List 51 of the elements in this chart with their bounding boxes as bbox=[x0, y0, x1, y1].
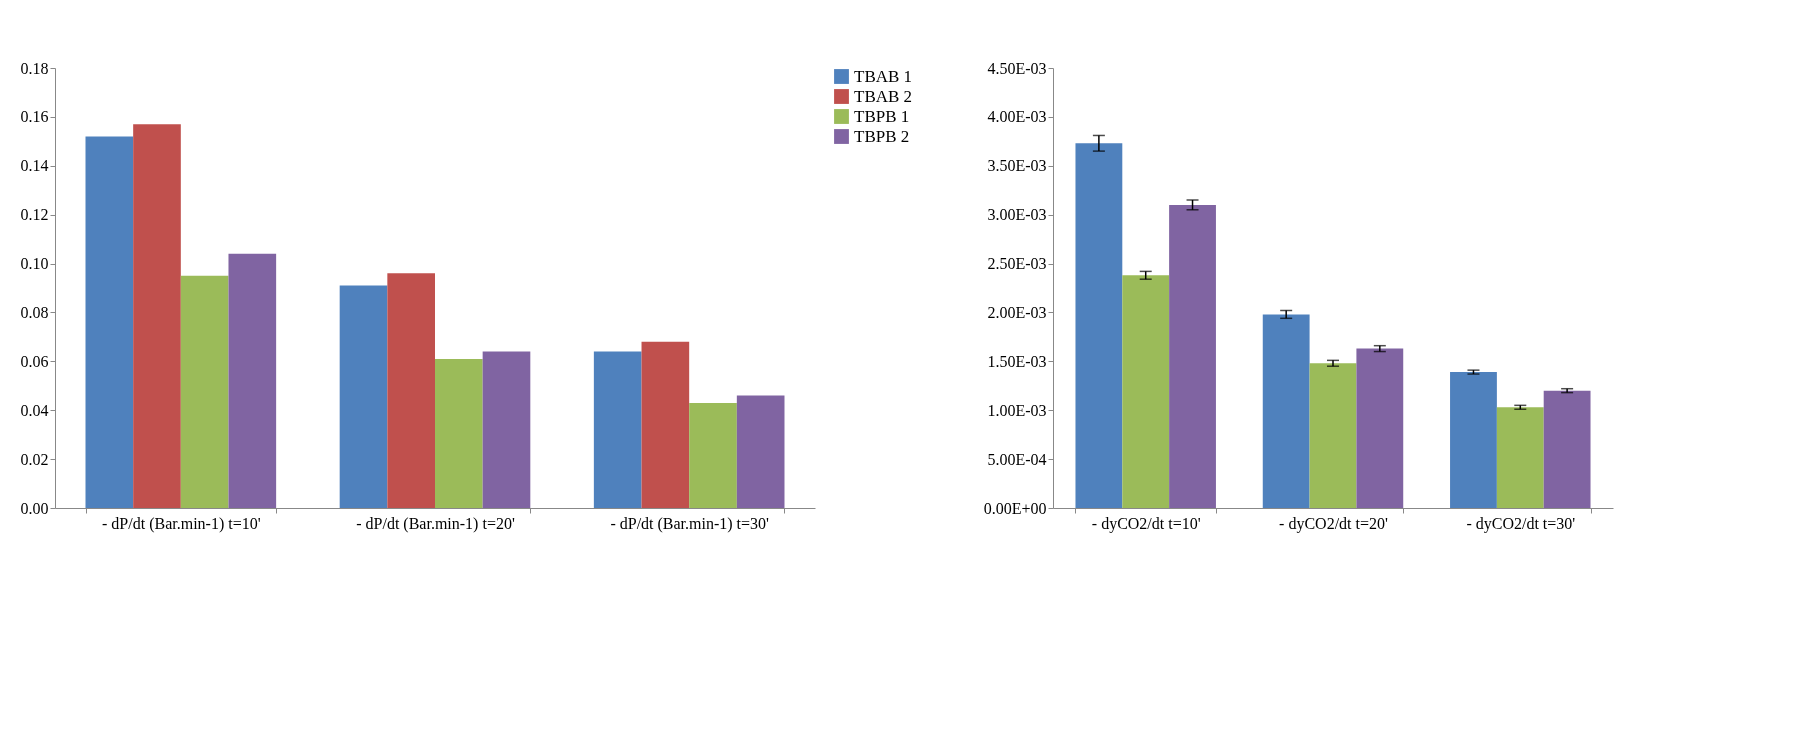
y-tick-label: 1.50E-03 bbox=[987, 352, 1047, 370]
bar bbox=[1075, 143, 1123, 508]
y-tick-label: 4.00E-03 bbox=[987, 108, 1047, 126]
y-tick-label: 5.00E-04 bbox=[987, 450, 1047, 468]
y-tick-label: 4.50E-03 bbox=[987, 59, 1047, 77]
y-tick-label: 2.00E-03 bbox=[987, 303, 1047, 321]
x-tick-label: - dyCO2/dt t=10' bbox=[1091, 514, 1201, 533]
bar bbox=[1496, 407, 1544, 508]
bar bbox=[1450, 372, 1497, 508]
x-tick-label: - dyCO2/dt t=20' bbox=[1279, 514, 1389, 533]
x-tick-label: - dyCO2/dt t=30' bbox=[1466, 514, 1576, 533]
bar bbox=[1169, 204, 1216, 508]
y-tick-label: 0.04 bbox=[20, 401, 49, 419]
y-tick-label: 0.08 bbox=[20, 303, 49, 321]
bar bbox=[387, 273, 435, 508]
y-tick-label: 0.12 bbox=[20, 206, 49, 224]
bar bbox=[339, 285, 388, 508]
bar bbox=[180, 275, 229, 508]
x-tick-label: - dP/dt (Bar.min-1) t=30' bbox=[610, 514, 770, 533]
legend-label: TBPB 2 bbox=[854, 126, 910, 146]
bar bbox=[435, 358, 483, 508]
y-tick-label: 0.00E+00 bbox=[983, 499, 1047, 517]
legend-label: TBPB 1 bbox=[854, 106, 910, 126]
bar bbox=[85, 136, 134, 508]
legend-label: TBAB 2 bbox=[854, 86, 913, 106]
y-tick-label: 0.10 bbox=[20, 255, 49, 273]
y-tick-label: 0.02 bbox=[20, 450, 49, 468]
bar bbox=[593, 351, 642, 508]
bar bbox=[1543, 390, 1591, 508]
bar bbox=[133, 124, 181, 508]
y-tick-label: 0.18 bbox=[20, 59, 49, 77]
x-tick-label: - dP/dt (Bar.min-1) t=20' bbox=[356, 514, 515, 533]
y-tick-label: 0.00 bbox=[20, 499, 49, 517]
y-tick-label: 0.14 bbox=[20, 157, 49, 175]
bar bbox=[1356, 348, 1404, 508]
y-tick-label: 3.50E-03 bbox=[987, 157, 1047, 175]
bar bbox=[1262, 314, 1310, 508]
y-tick-label: 0.16 bbox=[20, 108, 49, 126]
bar bbox=[689, 402, 737, 508]
bar bbox=[736, 395, 785, 508]
bar bbox=[1309, 363, 1357, 508]
bar bbox=[1122, 275, 1170, 508]
bar bbox=[641, 341, 690, 508]
bar bbox=[482, 351, 531, 508]
y-tick-label: 1.00E-03 bbox=[987, 401, 1047, 419]
y-tick-label: 0.06 bbox=[20, 352, 49, 370]
bar bbox=[228, 253, 277, 508]
legend-label: TBAB 1 bbox=[854, 66, 913, 86]
y-tick-label: 3.00E-03 bbox=[987, 206, 1047, 224]
x-tick-label: - dP/dt (Bar.min-1) t=10' bbox=[102, 514, 261, 533]
y-tick-label: 2.50E-03 bbox=[987, 255, 1047, 273]
